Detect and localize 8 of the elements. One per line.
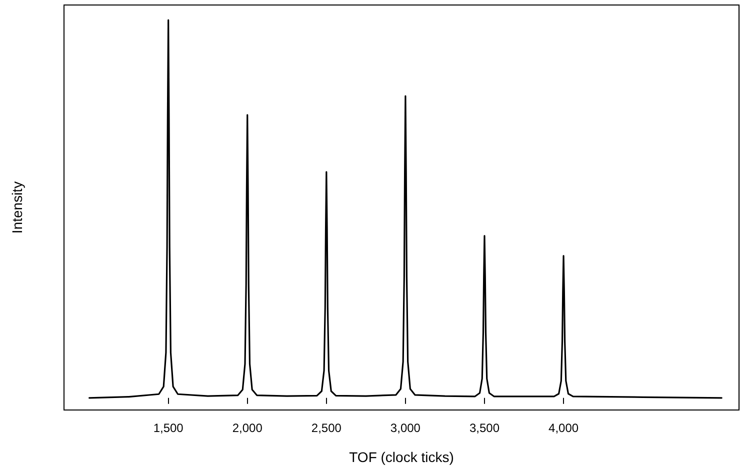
x-axis-title: TOF (clock ticks): [349, 449, 454, 465]
x-tick-label: 3,500: [469, 421, 500, 435]
x-tick-label: 4,000: [548, 421, 579, 435]
x-tick-label: 1,500: [153, 421, 184, 435]
x-tick-label: 2,500: [311, 421, 342, 435]
x-tick-label: 3,000: [390, 421, 421, 435]
x-tick-label: 2,000: [232, 421, 263, 435]
y-axis-title: Intensity: [9, 181, 25, 234]
